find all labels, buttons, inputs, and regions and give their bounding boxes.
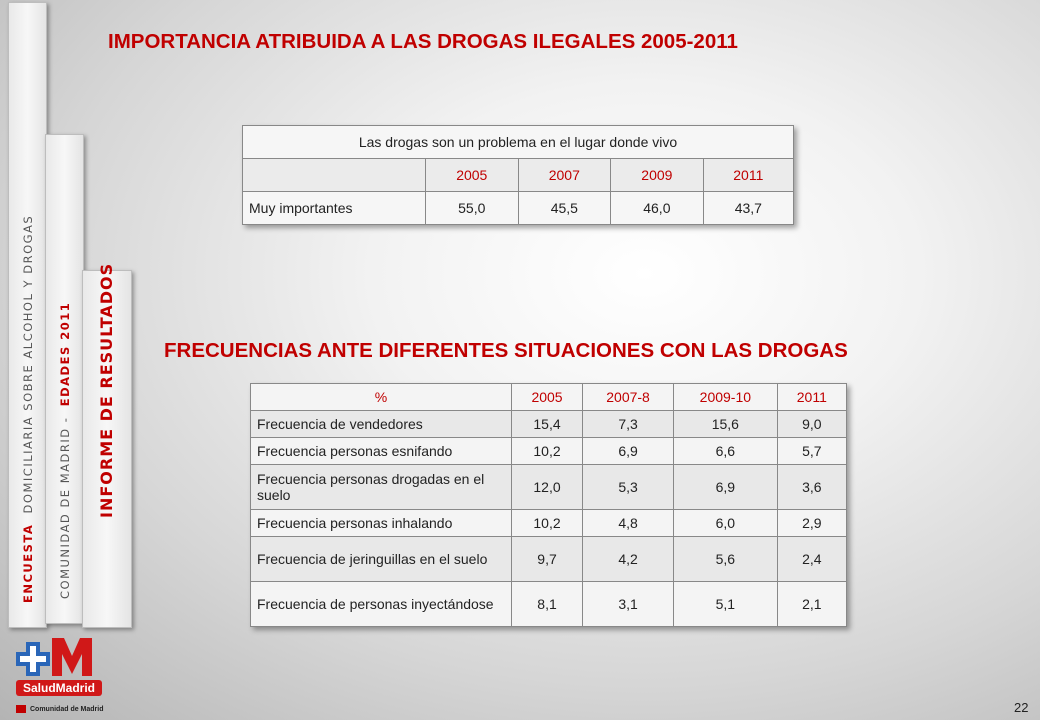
- table-row: Frecuencia de personas inyectándose 8,1 …: [250, 581, 848, 627]
- cell-value: 46,0: [610, 191, 704, 225]
- table-frecuencias: % 2005 2007-8 2009-10 2011 Frecuencia de…: [250, 383, 848, 627]
- header-cell: 2011: [776, 383, 848, 411]
- cell-value: 7,3: [582, 410, 675, 438]
- year-header: 2009: [610, 158, 704, 192]
- table-caption-row: Las drogas son un problema en el lugar d…: [242, 125, 794, 159]
- side-tab-informe: INFORME DE RESULTADOS: [82, 263, 132, 628]
- cell-value: 9,0: [776, 410, 848, 438]
- cell-value: 43,7: [702, 191, 795, 225]
- year-header: 2005: [425, 158, 519, 192]
- cell-value: 4,2: [582, 536, 675, 582]
- cell-value: 6,9: [673, 464, 778, 510]
- table-header-row: 2005 2007 2009 2011: [242, 158, 795, 192]
- cell-value: 6,6: [673, 437, 778, 465]
- cell-value: 3,1: [582, 581, 675, 627]
- side-tab-comunidad: COMUNIDAD DE MADRID - EDADES 2011: [45, 134, 84, 624]
- section-title-frecuencias: FRECUENCIAS ANTE DIFERENTES SITUACIONES …: [164, 339, 848, 362]
- section-title-importancia: IMPORTANCIA ATRIBUIDA A LAS DROGAS ILEGA…: [108, 30, 738, 53]
- table-row: Frecuencia de vendedores 15,4 7,3 15,6 9…: [250, 410, 848, 438]
- cell-value: 10,2: [510, 437, 584, 465]
- table-header-row: % 2005 2007-8 2009-10 2011: [250, 383, 848, 411]
- row-label: Frecuencia personas inhalando: [250, 509, 512, 537]
- cell-value: 5,1: [673, 581, 778, 627]
- side-tab-comunidad-text: COMUNIDAD DE MADRID - EDADES 2011: [57, 301, 72, 599]
- row-label: Frecuencia personas drogadas en el suelo: [250, 464, 512, 510]
- table-row: Frecuencia personas inhalando 10,2 4,8 6…: [250, 509, 848, 537]
- side-tab-informe-text: INFORME DE RESULTADOS: [97, 262, 116, 518]
- table-row: Frecuencia personas esnifando 10,2 6,9 6…: [250, 437, 848, 465]
- cell-value: 2,1: [776, 581, 848, 627]
- cell-value: 5,3: [582, 464, 675, 510]
- side-tab-encuesta: ENCUESTA DOMICILIARIA SOBRE ALCOHOL Y DR…: [8, 2, 47, 628]
- row-label: Muy importantes: [242, 191, 426, 225]
- cell-value: 5,7: [776, 437, 848, 465]
- cell-value: 5,6: [673, 536, 778, 582]
- row-label: Frecuencia de personas inyectándose: [250, 581, 512, 627]
- row-label: Frecuencia de jeringuillas en el suelo: [250, 536, 512, 582]
- row-label: Frecuencia personas esnifando: [250, 437, 512, 465]
- salud-madrid-logo: SaludMadrid: [16, 638, 102, 696]
- header-cell: %: [250, 383, 512, 411]
- madrid-flag-icon: [16, 705, 26, 713]
- cell-value: 45,5: [517, 191, 612, 225]
- table-row: Frecuencia de jeringuillas en el suelo 9…: [250, 536, 848, 582]
- cell-value: 10,2: [510, 509, 584, 537]
- year-header: 2011: [702, 158, 795, 192]
- cell-value: 8,1: [510, 581, 584, 627]
- page-number: 22: [1014, 700, 1029, 715]
- table-importancia: Las drogas son un problema en el lugar d…: [242, 125, 795, 225]
- logo-brand-text: SaludMadrid: [23, 681, 95, 695]
- cell-value: 3,6: [776, 464, 848, 510]
- cell-value: 4,8: [582, 509, 675, 537]
- header-cell: 2007-8: [582, 383, 675, 411]
- header-cell: 2009-10: [673, 383, 778, 411]
- table-row: Frecuencia personas drogadas en el suelo…: [250, 464, 848, 510]
- cell-value: 15,4: [510, 410, 584, 438]
- cell-value: 2,9: [776, 509, 848, 537]
- logo-banner: [16, 680, 102, 696]
- cell-value: 15,6: [673, 410, 778, 438]
- cell-value: 6,0: [673, 509, 778, 537]
- header-cell: 2005: [510, 383, 584, 411]
- year-header: 2007: [517, 158, 612, 192]
- side-tab-encuesta-text: ENCUESTA DOMICILIARIA SOBRE ALCOHOL Y DR…: [20, 214, 35, 603]
- table-row: Muy importantes 55,0 45,5 46,0 43,7: [242, 191, 795, 225]
- cross-icon: [16, 642, 50, 676]
- row-label: Frecuencia de vendedores: [250, 410, 512, 438]
- cell-value: 55,0: [425, 191, 519, 225]
- table-header-empty: [242, 158, 426, 192]
- m-letter-icon: [52, 638, 92, 676]
- table-caption: Las drogas son un problema en el lugar d…: [242, 125, 794, 159]
- logo-org-text: Comunidad de Madrid: [30, 706, 104, 713]
- cell-value: 6,9: [582, 437, 675, 465]
- cell-value: 2,4: [776, 536, 848, 582]
- cell-value: 12,0: [510, 464, 584, 510]
- cell-value: 9,7: [510, 536, 584, 582]
